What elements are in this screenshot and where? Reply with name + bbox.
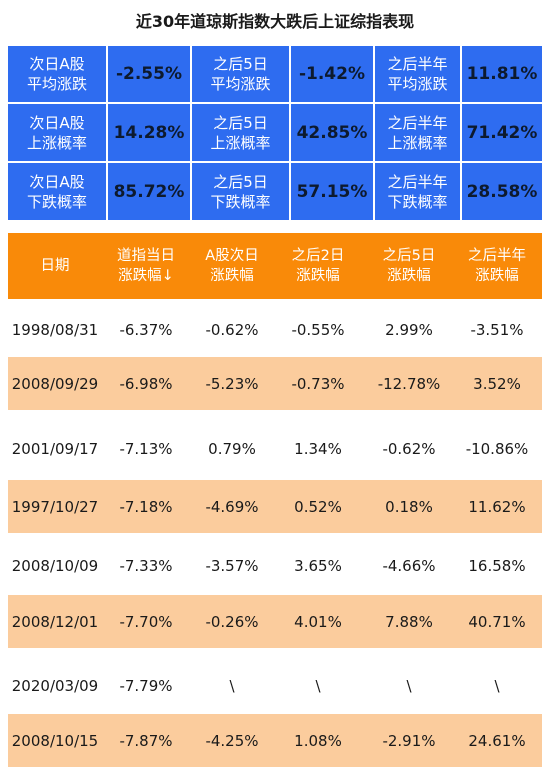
table-row: 2008/09/29 -6.98% -5.23% -0.73% -12.78% 3.52% bbox=[8, 357, 542, 410]
table-row: 2008/10/15 -7.87% -4.25% 1.08% -2.91% 24.61% bbox=[8, 714, 542, 767]
value-cell: \ bbox=[494, 676, 500, 695]
summary-grid: 次日A股 平均涨跌 -2.55% 之后5日 平均涨跌 -1.42% 之后半年 平均涨跌 1… bbox=[8, 46, 542, 220]
date-cell: 2020/03/09 bbox=[11, 676, 99, 695]
value-cell: -5.23% bbox=[205, 374, 259, 393]
value-cell: -0.26% bbox=[205, 612, 259, 631]
value-cell: -0.62% bbox=[205, 320, 259, 339]
value-cell: 1.34% bbox=[294, 439, 342, 458]
table-row: 2008/10/09 -7.33% -3.57% 3.65% -4.66% 16.58% bbox=[8, 539, 542, 592]
value-cell: 7.88% bbox=[385, 612, 433, 631]
value-cell: 2.99% bbox=[385, 320, 433, 339]
date-cell: 2008/12/01 bbox=[11, 612, 99, 631]
value-cell: \ bbox=[229, 676, 235, 695]
value-cell: -7.70% bbox=[119, 612, 173, 631]
value-cell: -7.87% bbox=[119, 731, 173, 750]
value-cell: 16.58% bbox=[468, 556, 526, 575]
column-header: A股次日 涨跌幅 bbox=[205, 248, 259, 284]
value-cell: 3.52% bbox=[473, 374, 521, 393]
summary-value: 42.85% bbox=[291, 104, 373, 161]
summary-label: 次日A股 下跌概率 bbox=[8, 163, 106, 220]
summary-value: 11.81% bbox=[462, 46, 542, 102]
value-cell: -0.73% bbox=[291, 374, 345, 393]
value-cell: \ bbox=[406, 676, 412, 695]
summary-label: 之后5日 平均涨跌 bbox=[192, 46, 289, 102]
column-header: 之后5日 涨跌幅 bbox=[382, 248, 436, 284]
summary-value: 71.42% bbox=[462, 104, 542, 161]
value-cell: -4.66% bbox=[382, 556, 436, 575]
value-cell: -0.55% bbox=[291, 320, 345, 339]
value-cell: 4.01% bbox=[294, 612, 342, 631]
value-cell: -6.98% bbox=[119, 374, 173, 393]
summary-label: 次日A股 上涨概率 bbox=[8, 104, 106, 161]
value-cell: 24.61% bbox=[468, 731, 526, 750]
value-cell: -12.78% bbox=[377, 374, 441, 393]
value-cell: 0.18% bbox=[385, 497, 433, 516]
value-cell: \ bbox=[315, 676, 321, 695]
value-cell: -3.51% bbox=[470, 320, 524, 339]
summary-label: 次日A股 平均涨跌 bbox=[8, 46, 106, 102]
value-cell: -3.57% bbox=[205, 556, 259, 575]
summary-value: 57.15% bbox=[291, 163, 373, 220]
value-cell: 11.62% bbox=[468, 497, 526, 516]
date-cell: 2008/10/09 bbox=[11, 556, 99, 575]
summary-label: 之后5日 上涨概率 bbox=[192, 104, 289, 161]
table-row: 2008/12/01 -7.70% -0.26% 4.01% 7.88% 40.71% bbox=[8, 595, 542, 648]
table-header: 日期 道指当日 涨跌幅↓ A股次日 涨跌幅 之后2日 涨跌幅 之后5日 涨跌幅 之后半年 … bbox=[8, 233, 542, 299]
summary-value: 85.72% bbox=[108, 163, 190, 220]
value-cell: 0.52% bbox=[294, 497, 342, 516]
summary-value: 28.58% bbox=[462, 163, 542, 220]
value-cell: -2.91% bbox=[382, 731, 436, 750]
table-row: 1998/08/31 -6.37% -0.62% -0.55% 2.99% -3.51% bbox=[8, 303, 542, 356]
column-header: 道指当日 涨跌幅↓ bbox=[117, 248, 175, 284]
summary-label: 之后半年 上涨概率 bbox=[375, 104, 460, 161]
value-cell: -7.18% bbox=[119, 497, 173, 516]
table-row: 1997/10/27 -7.18% -4.69% 0.52% 0.18% 11.62% bbox=[8, 480, 542, 533]
value-cell: -7.13% bbox=[119, 439, 173, 458]
summary-value: -2.55% bbox=[108, 46, 190, 102]
value-cell: 0.79% bbox=[208, 439, 256, 458]
date-cell: 2008/09/29 bbox=[11, 374, 99, 393]
value-cell: -7.79% bbox=[119, 676, 173, 695]
value-cell: 1.08% bbox=[294, 731, 342, 750]
column-header: 之后半年 涨跌幅 bbox=[468, 248, 526, 284]
summary-value: -1.42% bbox=[291, 46, 373, 102]
value-cell: -7.33% bbox=[119, 556, 173, 575]
value-cell: -4.69% bbox=[205, 497, 259, 516]
value-cell: 40.71% bbox=[468, 612, 526, 631]
date-cell: 2008/10/15 bbox=[11, 731, 99, 750]
value-cell: -6.37% bbox=[119, 320, 173, 339]
date-cell: 2001/09/17 bbox=[11, 439, 99, 458]
page-title: 近30年道琼斯指数大跌后上证综指表现 bbox=[135, 12, 415, 31]
value-cell: -10.86% bbox=[465, 439, 529, 458]
value-cell: -4.25% bbox=[205, 731, 259, 750]
date-cell: 1997/10/27 bbox=[11, 497, 99, 516]
summary-value: 14.28% bbox=[108, 104, 190, 161]
table-row: 2020/03/09 -7.79% \ \ \ \ bbox=[8, 659, 542, 712]
date-cell: 1998/08/31 bbox=[11, 320, 99, 339]
table-row: 2001/09/17 -7.13% 0.79% 1.34% -0.62% -10.86% bbox=[8, 422, 542, 475]
column-header: 之后2日 涨跌幅 bbox=[291, 248, 345, 284]
summary-label: 之后半年 平均涨跌 bbox=[375, 46, 460, 102]
value-cell: 3.65% bbox=[294, 556, 342, 575]
summary-label: 之后半年 下跌概率 bbox=[375, 163, 460, 220]
value-cell: -0.62% bbox=[382, 439, 436, 458]
column-header: 日期 bbox=[40, 258, 70, 274]
summary-label: 之后5日 下跌概率 bbox=[192, 163, 289, 220]
